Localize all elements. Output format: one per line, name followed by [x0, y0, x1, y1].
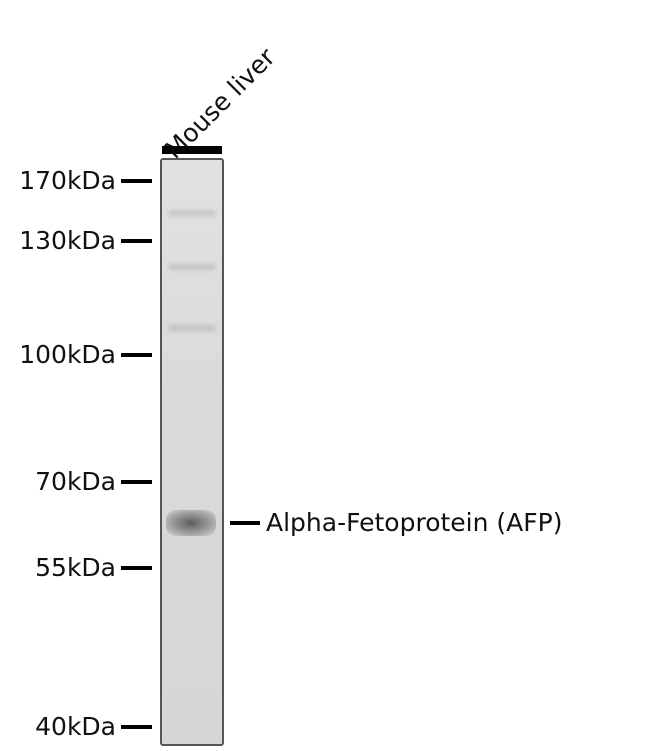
marker-label: 170kDa: [19, 166, 116, 195]
lane-bar: [162, 146, 222, 154]
marker-tick: [121, 480, 152, 484]
marker-170: 170kDa: [0, 166, 152, 196]
faint-band: [168, 325, 216, 331]
faint-band: [168, 210, 216, 216]
marker-tick: [121, 179, 152, 183]
marker-tick: [121, 725, 152, 729]
faint-band: [168, 264, 216, 270]
marker-55: 55kDa: [0, 553, 152, 583]
marker-label: 40kDa: [35, 712, 116, 741]
target-label: Alpha-Fetoprotein (AFP): [266, 508, 563, 537]
marker-tick: [121, 239, 152, 243]
marker-label: 130kDa: [19, 226, 116, 255]
marker-tick: [121, 353, 152, 357]
target-tick: [230, 521, 260, 525]
blot-lane: [160, 158, 224, 746]
marker-label: 55kDa: [35, 553, 116, 582]
afp-band: [166, 510, 216, 536]
marker-label: 70kDa: [35, 467, 116, 496]
marker-70: 70kDa: [0, 467, 152, 497]
marker-130: 130kDa: [0, 226, 152, 256]
marker-label: 100kDa: [19, 340, 116, 369]
marker-100: 100kDa: [0, 340, 152, 370]
marker-40: 40kDa: [0, 712, 152, 742]
marker-tick: [121, 566, 152, 570]
